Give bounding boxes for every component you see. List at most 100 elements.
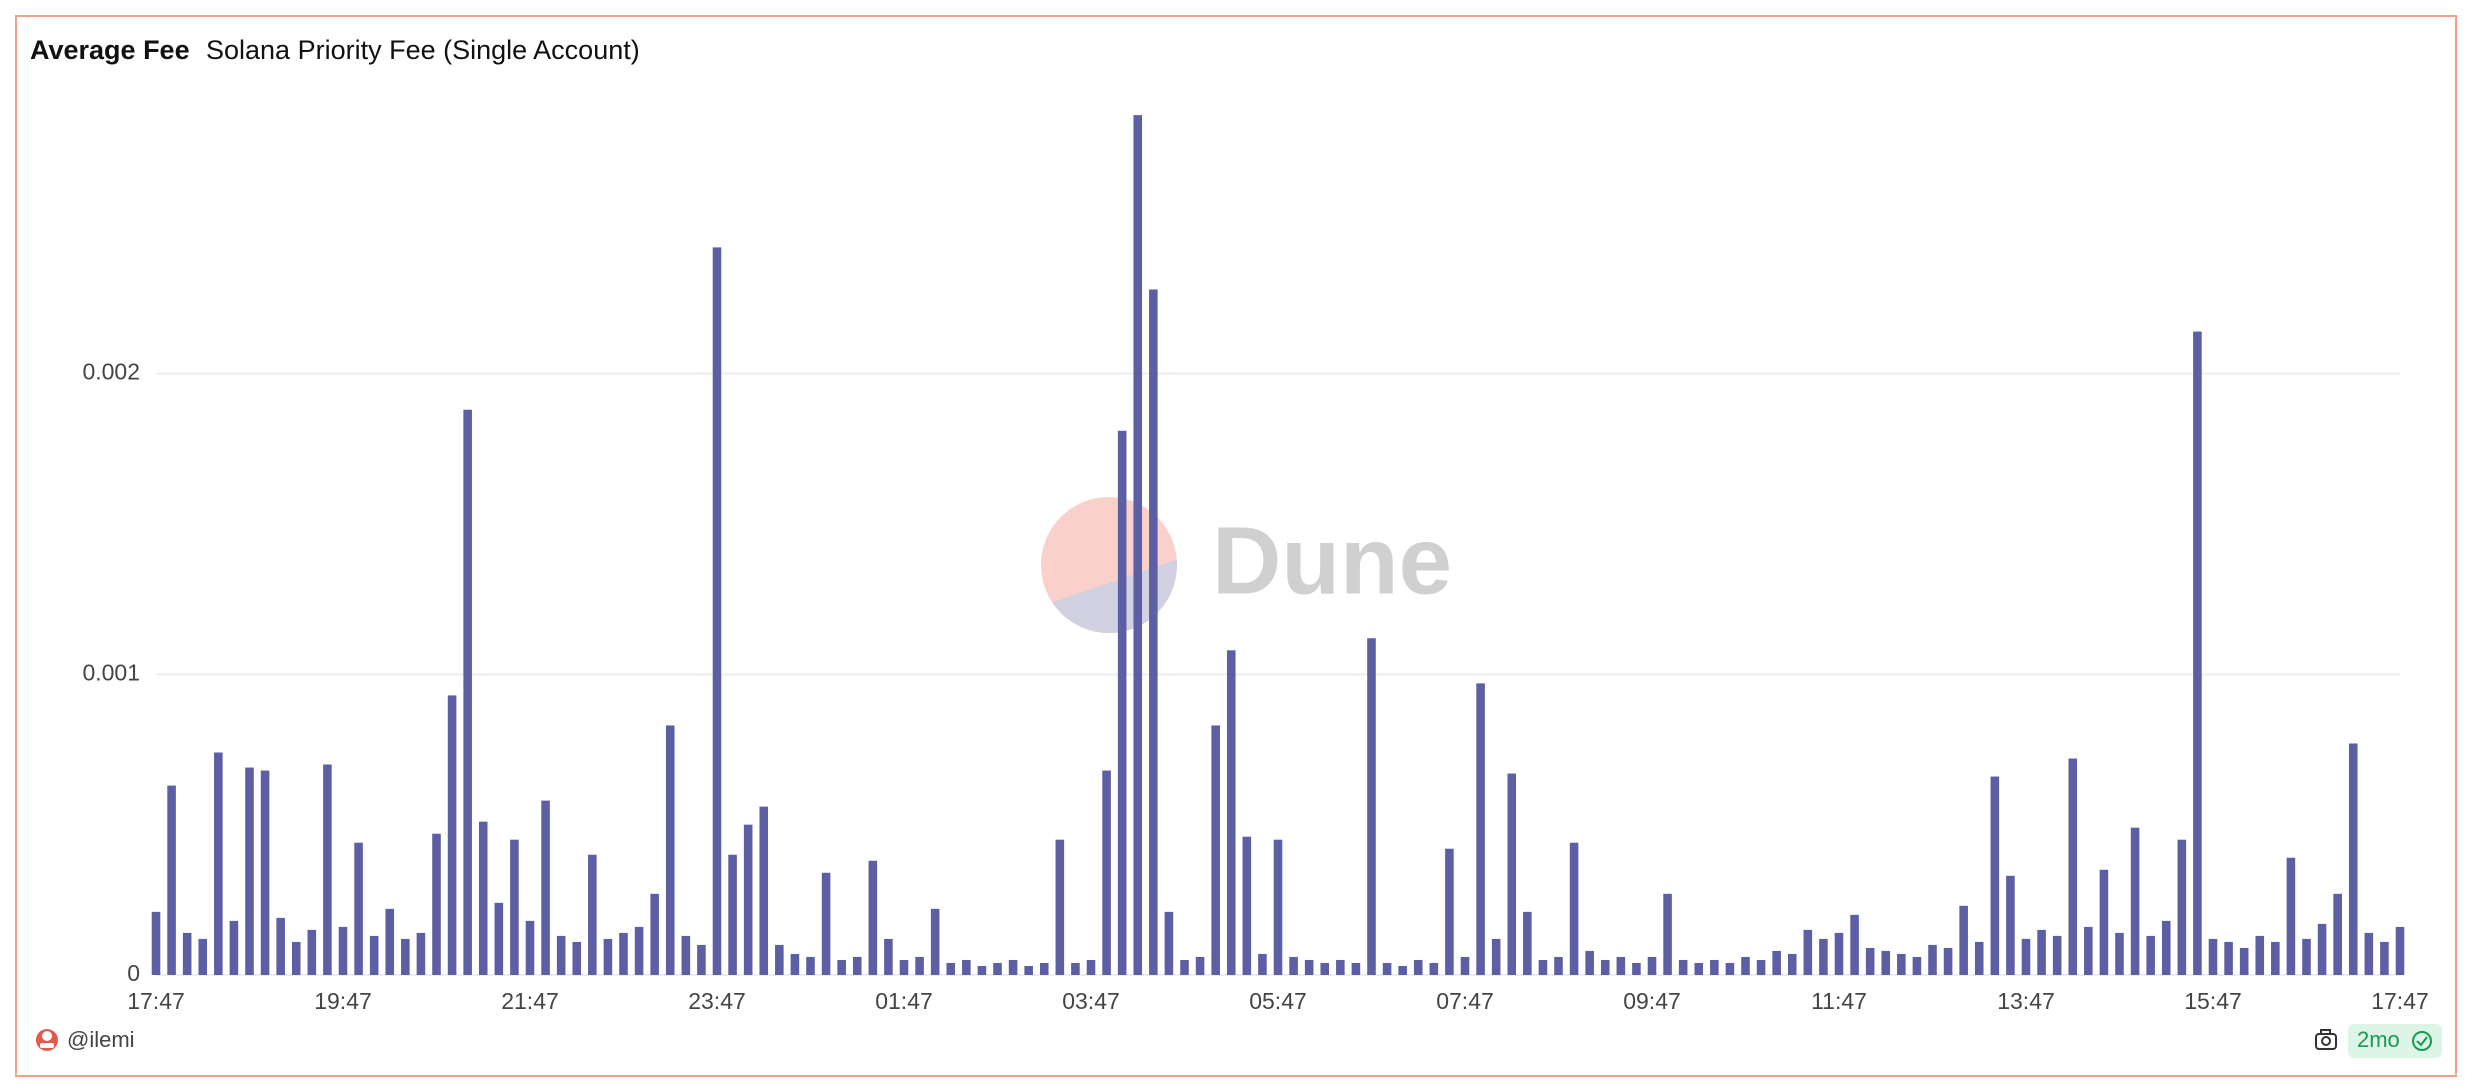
- x-tick-label: 23:47: [688, 988, 746, 1014]
- bar: [556, 935, 566, 975]
- bar: [1273, 839, 1283, 975]
- bar: [1585, 950, 1594, 975]
- bar: [1226, 650, 1236, 975]
- bar: [2130, 827, 2140, 975]
- bar: [1554, 956, 1563, 975]
- y-tick-label: 0: [127, 960, 140, 986]
- bar: [946, 962, 956, 975]
- bar: [2115, 932, 2124, 975]
- bar: [634, 926, 644, 975]
- bar: [1834, 932, 1844, 975]
- bar: [1881, 950, 1891, 975]
- bar: [1959, 905, 1968, 975]
- bar: [510, 839, 519, 975]
- x-tick-label: 19:47: [314, 988, 372, 1014]
- bar: [2021, 938, 2031, 975]
- watermark-text: Dune: [1212, 507, 1452, 614]
- bar: [260, 770, 270, 975]
- bar: [1164, 911, 1174, 975]
- bar: [1803, 929, 1813, 975]
- bar: [1117, 430, 1127, 975]
- bar: [276, 917, 285, 975]
- bar: [1024, 965, 1033, 975]
- bar: [1445, 848, 1454, 975]
- bar: [1398, 965, 1407, 975]
- snapshot-icon[interactable]: [2315, 1029, 2337, 1050]
- bar: [1289, 956, 1298, 975]
- bar: [2333, 893, 2342, 975]
- bar: [1678, 959, 1688, 975]
- bar: [1242, 836, 1252, 975]
- bar: [323, 764, 332, 975]
- bar: [2037, 929, 2046, 975]
- bar: [1476, 683, 1485, 975]
- bar: [1819, 938, 1828, 975]
- bar: [790, 953, 800, 975]
- bar: [494, 902, 504, 975]
- bar: [401, 938, 410, 975]
- bar: [2317, 923, 2327, 975]
- bar: [915, 956, 924, 975]
- bar: [619, 932, 628, 975]
- chart-subtitle: Solana Priority Fee (Single Account): [206, 35, 640, 65]
- bar: [478, 821, 488, 975]
- bar: [1413, 959, 1423, 975]
- bar: [525, 920, 535, 975]
- bar: [291, 941, 301, 975]
- bar: [151, 911, 161, 975]
- bar: [1102, 770, 1111, 975]
- bar: [977, 965, 987, 975]
- bar: [369, 935, 379, 975]
- bar: [1974, 941, 1984, 975]
- bar: [650, 893, 659, 975]
- bar: [1787, 953, 1797, 975]
- bar: [2255, 935, 2265, 975]
- bar: [1491, 938, 1501, 975]
- bar: [884, 938, 893, 975]
- bar: [2395, 926, 2405, 975]
- bar: [2052, 935, 2062, 975]
- bar: [1133, 115, 1143, 976]
- bar: [868, 860, 878, 975]
- bar: [821, 872, 831, 975]
- bar: [354, 842, 363, 975]
- bar: [588, 854, 597, 975]
- bar: [1304, 959, 1314, 975]
- bar: [2302, 938, 2311, 975]
- bar: [1616, 956, 1626, 975]
- bar: [1990, 776, 2000, 975]
- bar: [1071, 962, 1080, 975]
- bar: [541, 800, 550, 975]
- bar: [775, 944, 784, 975]
- author[interactable]: @ilemi: [67, 1027, 135, 1052]
- bar: [1865, 947, 1875, 975]
- plot: 0 0.001 0.002 17:47 19:47 21:47 23:47 01:47 03:4…: [82, 115, 2429, 1014]
- bar: [182, 932, 192, 975]
- bar: [2161, 920, 2171, 975]
- bar: [2099, 869, 2109, 975]
- bar: [416, 932, 426, 975]
- bar: [447, 695, 457, 975]
- bar: [728, 854, 737, 975]
- bar: [2084, 926, 2093, 975]
- bar: [1569, 842, 1579, 975]
- bar: [712, 247, 722, 976]
- bar: [1460, 956, 1470, 975]
- bar: [1258, 953, 1267, 975]
- bar: [1008, 959, 1018, 975]
- check-icon: [2412, 1031, 2432, 1051]
- bar: [1725, 962, 1735, 975]
- bar: [167, 785, 176, 975]
- bar: [1351, 962, 1361, 975]
- bar: [1897, 953, 1906, 975]
- bar: [1772, 950, 1781, 975]
- bar: [681, 935, 691, 975]
- bar: [852, 956, 862, 975]
- bar: [1382, 962, 1392, 975]
- bar: [1507, 773, 1517, 975]
- x-tick-label: 17:47: [2371, 988, 2429, 1014]
- bar: [1850, 914, 1859, 975]
- bar: [962, 959, 971, 975]
